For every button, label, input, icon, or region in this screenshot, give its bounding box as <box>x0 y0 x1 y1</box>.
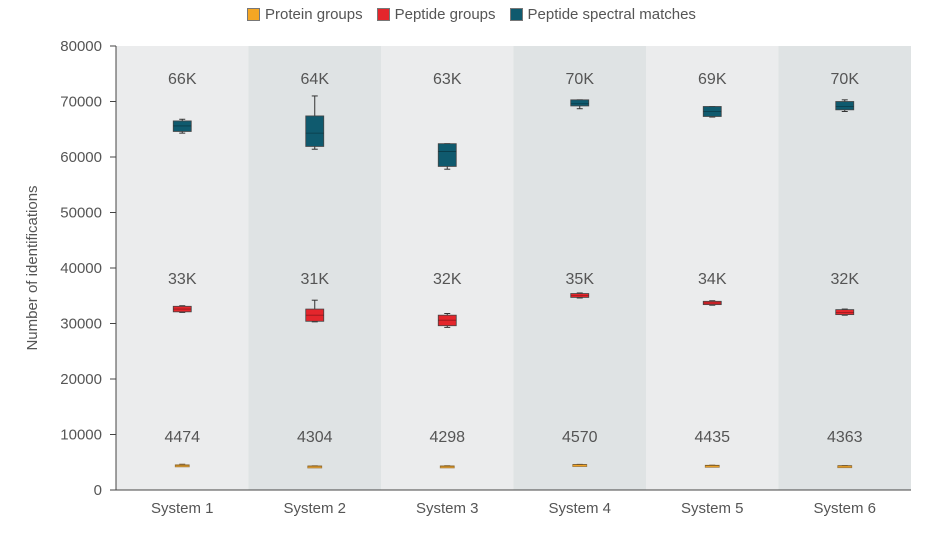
box <box>172 120 192 132</box>
legend-swatch <box>376 8 390 21</box>
y-tick-label: 30000 <box>60 316 102 333</box>
x-tick-label: System 1 <box>151 500 214 517</box>
category-band <box>381 46 514 490</box>
box <box>307 465 323 469</box>
data-label: 4435 <box>694 429 730 446</box>
y-axis-label: Number of identifications <box>24 185 41 350</box>
box <box>570 99 590 107</box>
category-band <box>646 46 779 490</box>
legend-label: Protein groups <box>265 6 363 23</box>
data-label: 63K <box>433 71 462 88</box>
data-label: 4304 <box>297 429 333 446</box>
box <box>702 300 722 306</box>
legend-swatch <box>247 8 261 21</box>
y-tick-label: 50000 <box>60 205 102 222</box>
category-band <box>513 46 646 490</box>
data-label: 4474 <box>164 429 200 446</box>
legend-label: Peptide spectral matches <box>527 6 696 23</box>
x-tick-label: System 2 <box>283 500 346 517</box>
data-label: 34K <box>698 271 727 288</box>
box <box>439 465 455 469</box>
box <box>572 464 588 467</box>
data-label: 4298 <box>429 429 465 446</box>
legend: Protein groups Peptide groups Peptide sp… <box>0 6 943 23</box>
y-tick-label: 20000 <box>60 371 102 388</box>
y-tick-label: 60000 <box>60 149 102 166</box>
y-tick-label: 80000 <box>60 38 102 55</box>
data-label: 4570 <box>562 429 598 446</box>
data-label: 33K <box>168 271 197 288</box>
box <box>570 293 590 298</box>
legend-item-protein-groups: Protein groups <box>247 6 363 23</box>
data-label: 70K <box>566 71 595 88</box>
box <box>702 106 722 117</box>
data-label: 70K <box>831 71 860 88</box>
data-label: 35K <box>566 271 595 288</box>
x-tick-label: System 5 <box>681 500 744 517</box>
data-label: 69K <box>698 71 727 88</box>
box <box>437 143 457 167</box>
category-band <box>778 46 911 490</box>
y-tick-label: 10000 <box>60 427 102 444</box>
data-label: 32K <box>433 271 462 288</box>
legend-label: Peptide groups <box>394 6 496 23</box>
box <box>835 309 855 316</box>
x-tick-label: System 3 <box>416 500 479 517</box>
x-tick-label: System 6 <box>813 500 876 517</box>
y-tick-label: 40000 <box>60 260 102 277</box>
box <box>704 464 720 468</box>
legend-swatch <box>509 8 523 21</box>
y-tick-label: 0 <box>94 482 102 499</box>
data-label: 64K <box>301 71 330 88</box>
legend-item-psm: Peptide spectral matches <box>509 6 696 23</box>
data-label: 4363 <box>827 429 863 446</box>
data-label: 32K <box>831 271 860 288</box>
box <box>305 308 325 322</box>
box <box>437 314 457 327</box>
box <box>172 305 192 313</box>
y-tick-label: 70000 <box>60 94 102 111</box>
box <box>837 465 853 469</box>
box <box>305 115 325 147</box>
category-band <box>116 46 249 490</box>
legend-item-peptide-groups: Peptide groups <box>376 6 496 23</box>
x-tick-label: System 4 <box>548 500 611 517</box>
box <box>835 101 855 111</box>
data-label: 31K <box>301 271 330 288</box>
data-label: 66K <box>168 71 197 88</box>
box <box>174 464 190 468</box>
